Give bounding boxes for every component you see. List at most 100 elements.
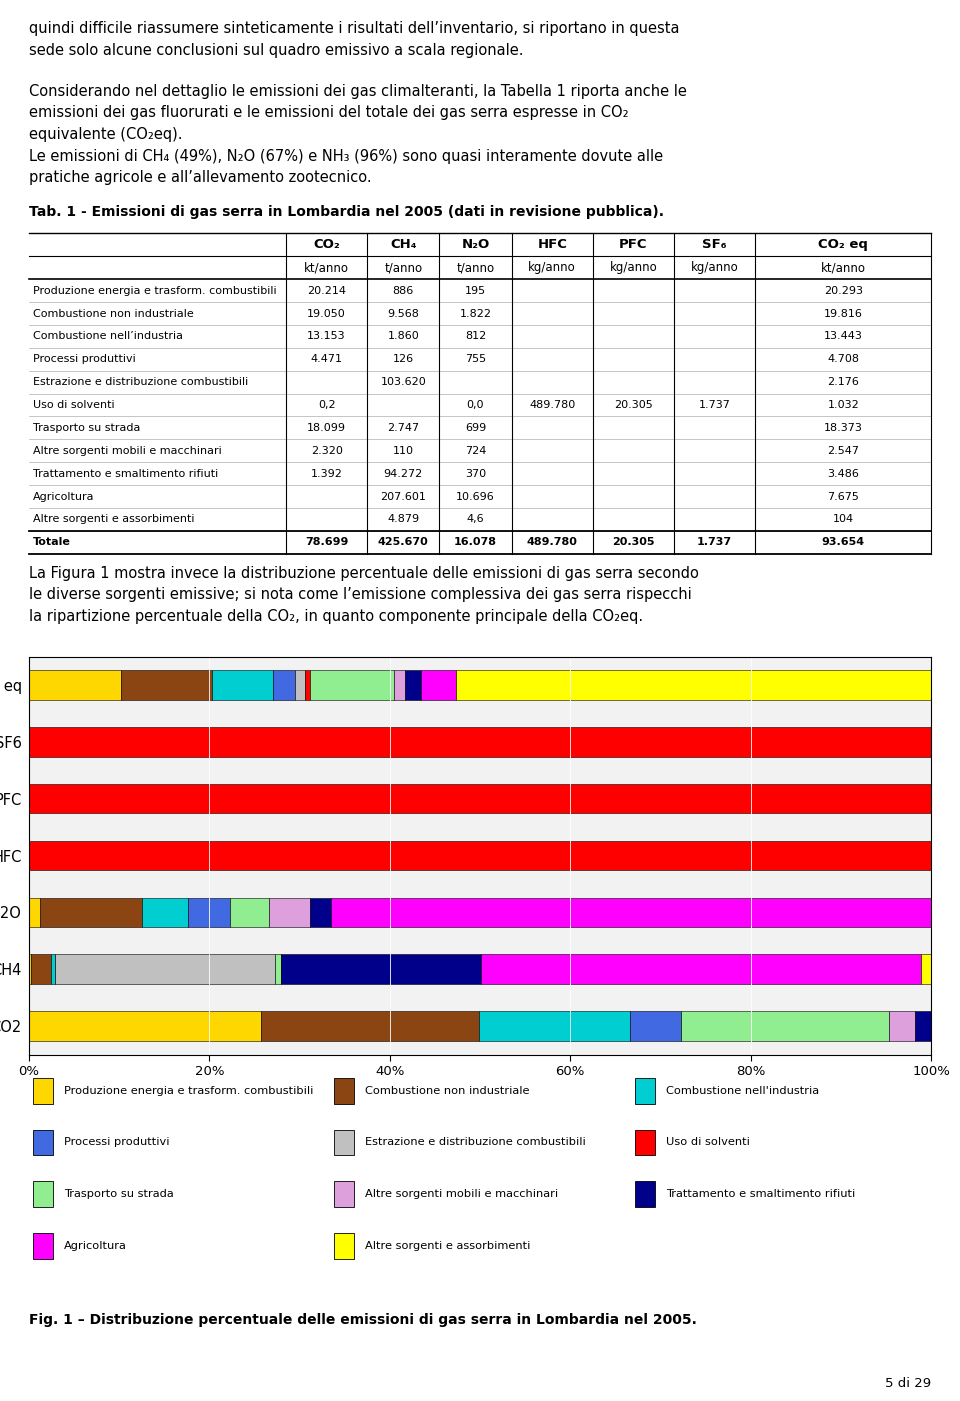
Bar <box>34 1181 53 1208</box>
Text: Fig. 1 – Distribuzione percentuale delle emissioni di gas serra in Lombardia nel: Fig. 1 – Distribuzione percentuale delle… <box>29 1313 697 1327</box>
Text: 724: 724 <box>465 446 486 455</box>
Text: 103.620: 103.620 <box>380 377 426 387</box>
Bar <box>635 1129 655 1156</box>
Text: 207.601: 207.601 <box>380 492 426 502</box>
Bar <box>915 1012 931 1041</box>
Bar <box>29 841 931 870</box>
Text: 1.392: 1.392 <box>311 469 343 479</box>
Bar <box>330 898 931 927</box>
Text: 18.099: 18.099 <box>307 423 347 433</box>
Bar <box>281 954 481 984</box>
Text: 489.780: 489.780 <box>527 538 578 548</box>
Text: t/anno: t/anno <box>456 261 494 275</box>
Bar <box>889 1012 915 1041</box>
Text: 4.879: 4.879 <box>387 514 420 524</box>
Bar <box>29 727 931 757</box>
Text: 489.780: 489.780 <box>529 401 575 410</box>
Text: kg/anno: kg/anno <box>691 261 738 275</box>
Text: Altre sorgenti e assorbimenti: Altre sorgenti e assorbimenti <box>365 1241 530 1251</box>
Text: 2.176: 2.176 <box>828 377 859 387</box>
Text: 18.373: 18.373 <box>824 423 863 433</box>
Text: 20.293: 20.293 <box>824 286 863 296</box>
Text: 4,6: 4,6 <box>467 514 484 524</box>
Bar <box>29 1012 260 1041</box>
Text: Produzione energia e trasform. combustibili: Produzione energia e trasform. combustib… <box>34 286 276 296</box>
Bar <box>29 670 122 699</box>
Text: 104: 104 <box>832 514 853 524</box>
Bar <box>309 670 394 699</box>
Text: Trasporto su strada: Trasporto su strada <box>34 423 141 433</box>
Text: Processi produttivi: Processi produttivi <box>34 354 136 364</box>
Bar <box>275 954 280 984</box>
Text: 699: 699 <box>465 423 486 433</box>
Text: 0,0: 0,0 <box>467 401 484 410</box>
Text: 20.305: 20.305 <box>614 401 653 410</box>
Bar <box>34 1129 53 1156</box>
Bar <box>334 1233 354 1258</box>
Bar <box>34 1233 53 1258</box>
Bar <box>295 670 305 699</box>
Text: Processi produttivi: Processi produttivi <box>64 1138 170 1147</box>
Text: Totale: Totale <box>34 538 71 548</box>
Text: SF₆: SF₆ <box>703 238 727 251</box>
Text: 4.708: 4.708 <box>828 354 859 364</box>
Text: Altre sorgenti e assorbimenti: Altre sorgenti e assorbimenti <box>34 514 195 524</box>
Text: 94.272: 94.272 <box>384 469 423 479</box>
Bar <box>394 670 405 699</box>
Bar <box>31 954 51 984</box>
Bar <box>421 670 456 699</box>
Text: Uso di solventi: Uso di solventi <box>34 401 115 410</box>
Bar <box>39 898 142 927</box>
Text: HFC: HFC <box>538 238 567 251</box>
Bar <box>142 898 187 927</box>
Bar <box>334 1129 354 1156</box>
Bar <box>51 954 55 984</box>
Bar <box>479 1012 630 1041</box>
Text: Trattamento e smaltimento rifiuti: Trattamento e smaltimento rifiuti <box>665 1189 854 1199</box>
Text: kt/anno: kt/anno <box>304 261 349 275</box>
Text: 16.078: 16.078 <box>454 538 497 548</box>
Text: PFC: PFC <box>619 238 648 251</box>
Text: kt/anno: kt/anno <box>821 261 866 275</box>
Text: CO₂ eq: CO₂ eq <box>818 238 868 251</box>
Text: 3.486: 3.486 <box>828 469 859 479</box>
Text: 19.050: 19.050 <box>307 308 346 318</box>
Text: 7.675: 7.675 <box>828 492 859 502</box>
Bar <box>260 1012 479 1041</box>
Text: 0,2: 0,2 <box>318 401 335 410</box>
Text: 110: 110 <box>393 446 414 455</box>
Text: Combustione non industriale: Combustione non industriale <box>34 308 194 318</box>
Text: Produzione energia e trasform. combustibili: Produzione energia e trasform. combustib… <box>64 1086 313 1096</box>
Text: 425.670: 425.670 <box>378 538 429 548</box>
Text: 812: 812 <box>465 332 486 342</box>
Text: 370: 370 <box>465 469 486 479</box>
Text: 1.860: 1.860 <box>388 332 420 342</box>
Text: 1.032: 1.032 <box>828 401 859 410</box>
Text: 20.214: 20.214 <box>307 286 347 296</box>
Text: Agricoltura: Agricoltura <box>64 1241 127 1251</box>
Bar <box>405 670 421 699</box>
Bar <box>456 670 931 699</box>
Bar <box>274 670 295 699</box>
Text: Combustione non industriale: Combustione non industriale <box>365 1086 529 1096</box>
Bar <box>635 1077 655 1104</box>
Bar <box>310 898 330 927</box>
Text: La Figura 1 mostra invece la distribuzione percentuale delle emissioni di gas se: La Figura 1 mostra invece la distribuzio… <box>29 566 699 623</box>
Text: 13.443: 13.443 <box>824 332 863 342</box>
Bar <box>269 898 310 927</box>
Bar <box>334 1077 354 1104</box>
Text: 195: 195 <box>465 286 486 296</box>
Text: CH₄: CH₄ <box>390 238 417 251</box>
Text: t/anno: t/anno <box>384 261 422 275</box>
Text: CO₂: CO₂ <box>313 238 340 251</box>
Bar <box>55 954 275 984</box>
Bar <box>681 1012 889 1041</box>
Text: 78.699: 78.699 <box>305 538 348 548</box>
Text: Estrazione e distribuzione combustibili: Estrazione e distribuzione combustibili <box>34 377 249 387</box>
Text: 126: 126 <box>393 354 414 364</box>
Text: Estrazione e distribuzione combustibili: Estrazione e distribuzione combustibili <box>365 1138 586 1147</box>
Text: 93.654: 93.654 <box>822 538 865 548</box>
Text: Combustione nell’industria: Combustione nell’industria <box>34 332 183 342</box>
Bar <box>29 785 931 814</box>
Text: 19.816: 19.816 <box>824 308 863 318</box>
